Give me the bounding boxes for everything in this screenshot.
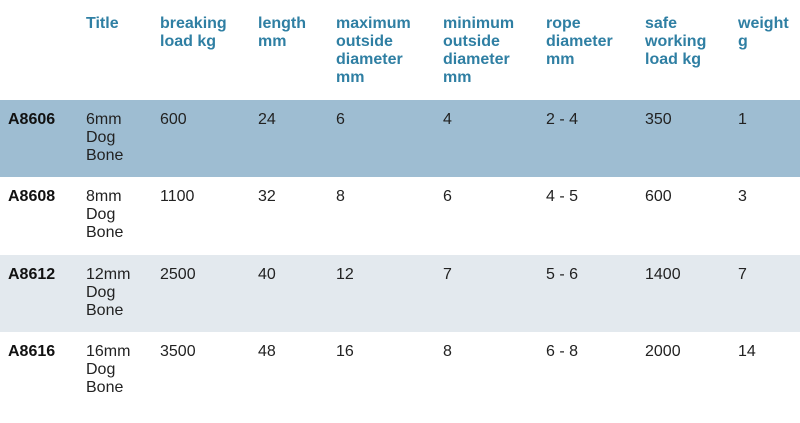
- table-cell: 7: [443, 266, 452, 283]
- table-cell: 600: [160, 111, 187, 128]
- table-cell: 7: [738, 266, 747, 283]
- header-cell: maximum outside diameter mm: [336, 15, 411, 86]
- table-cell: 6: [336, 111, 345, 128]
- table-cell: 32: [258, 188, 276, 205]
- table-cell: 16mm Dog Bone: [86, 343, 131, 396]
- product-code: A8606: [8, 111, 56, 128]
- table-cell: 8: [336, 188, 345, 205]
- table-cell: 2500: [160, 266, 196, 283]
- table-cell: 48: [258, 343, 276, 360]
- header-cell: length mm: [258, 15, 306, 50]
- table-cell: 3: [738, 188, 747, 205]
- table-cell: 1400: [645, 266, 681, 283]
- header-row: Title breaking load kg length mm maximum ou…: [0, 0, 800, 100]
- product-code: A8608: [8, 188, 56, 205]
- table-cell: 6 - 8: [546, 343, 579, 360]
- table-row: A8606 6mm Dog Bone 600 24 6 4 2 - 4 350 1: [0, 100, 800, 177]
- table-cell: 12: [336, 266, 354, 283]
- table-cell: 350: [645, 111, 672, 128]
- table-cell: 8mm Dog Bone: [86, 188, 124, 241]
- header-cell: weight g: [738, 15, 789, 50]
- table-cell: 14: [738, 343, 756, 360]
- table-cell: 5 - 6: [546, 266, 579, 283]
- table-cell: 600: [645, 188, 672, 205]
- product-code: A8612: [8, 266, 56, 283]
- table-cell: 6mm Dog Bone: [86, 111, 124, 164]
- table-cell: 16: [336, 343, 354, 360]
- table-cell: 4: [443, 111, 452, 128]
- table-row: A8608 8mm Dog Bone 1100 32 8 6 4 - 5 600 3: [0, 177, 800, 255]
- table-row: A8612 12mm Dog Bone 2500 40 12 7 5 - 6 1400 7: [0, 255, 800, 332]
- header-cell: safe working load kg: [645, 15, 707, 68]
- table-cell: 40: [258, 266, 276, 283]
- header-cell: rope diameter mm: [546, 15, 613, 68]
- table-cell: 8: [443, 343, 452, 360]
- table-cell: 4 - 5: [546, 188, 579, 205]
- table-cell: 12mm Dog Bone: [86, 266, 131, 319]
- table-cell: 6: [443, 188, 452, 205]
- table-cell: 24: [258, 111, 276, 128]
- header-cell: Title: [86, 15, 119, 32]
- table-cell: 3500: [160, 343, 196, 360]
- product-code: A8616: [8, 343, 56, 360]
- table-cell: 2 - 4: [546, 111, 579, 128]
- header-cell: minimum outside diameter mm: [443, 15, 515, 86]
- header-cell: breaking load kg: [160, 15, 227, 50]
- table-cell: 1: [738, 111, 747, 128]
- table-cell: 1100: [160, 188, 195, 205]
- table-row: A8616 16mm Dog Bone 3500 48 16 8 6 - 8 2000 14: [0, 332, 800, 410]
- table-cell: 2000: [645, 343, 681, 360]
